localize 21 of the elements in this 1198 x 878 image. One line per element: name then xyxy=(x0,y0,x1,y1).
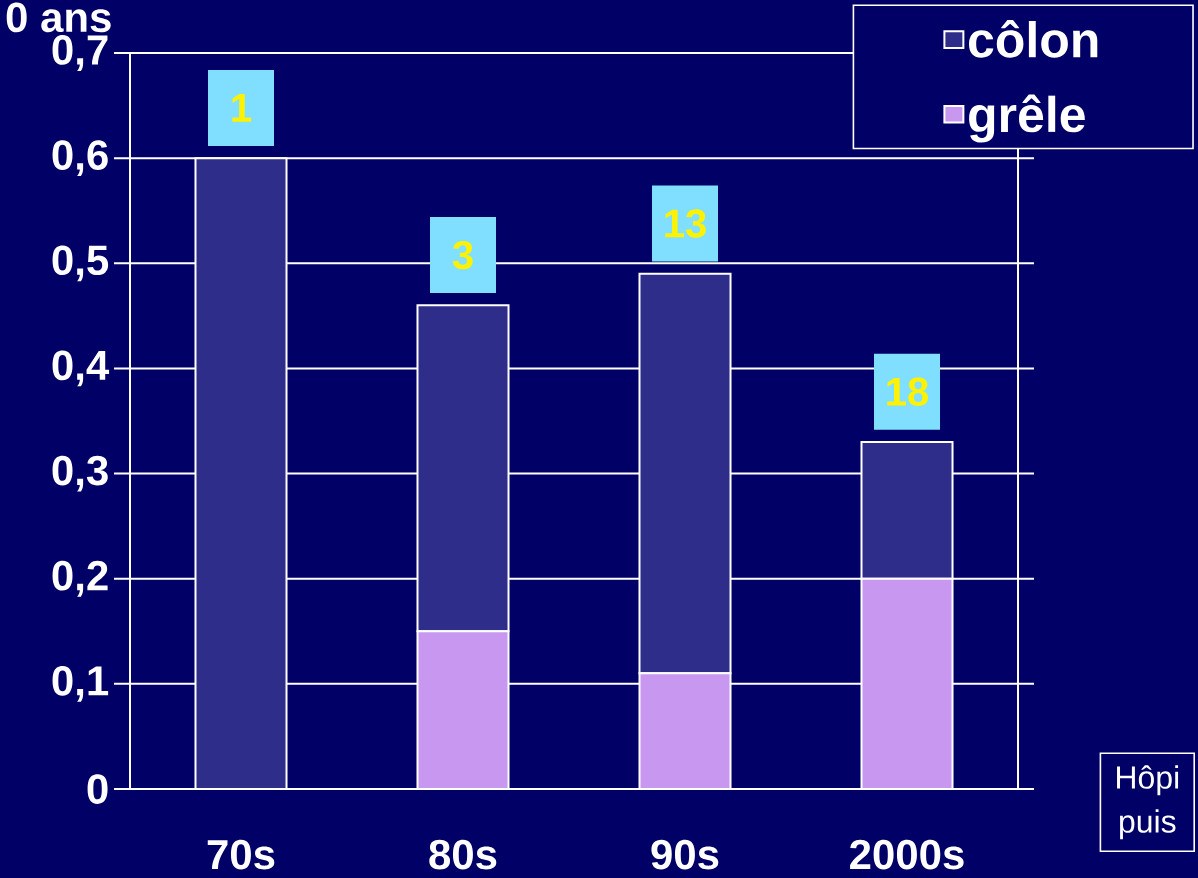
annotation: 1 xyxy=(232,94,252,122)
text: Hôpi xyxy=(1117,765,1179,796)
legend-label: grêle xyxy=(969,94,1085,143)
text: puis xyxy=(1120,809,1176,840)
y-axis-title: 0 ans xyxy=(6,2,111,33)
y-tick-label: 0,2 xyxy=(52,560,108,597)
x-tick-label: 70s xyxy=(207,839,275,870)
x-tick-label: 90s xyxy=(651,839,719,870)
annotation: 3 xyxy=(452,240,473,270)
annotation: 18 xyxy=(887,377,929,406)
y-tick-label: 0,7 xyxy=(52,35,108,71)
y-tick-label: 0,1 xyxy=(52,665,109,702)
x-tick-label: 2000s xyxy=(850,839,964,870)
y-tick-label: 0,4 xyxy=(52,350,110,387)
y-tick-label: 0 xyxy=(87,774,108,804)
legend-label: côlon xyxy=(968,19,1098,58)
y-tick-label: 0,5 xyxy=(52,245,109,282)
y-tick-label: 0,3 xyxy=(52,455,108,492)
annotation: 13 xyxy=(665,209,706,238)
x-tick-label: 80s xyxy=(429,839,497,870)
y-tick-label: 0,6 xyxy=(52,140,108,177)
